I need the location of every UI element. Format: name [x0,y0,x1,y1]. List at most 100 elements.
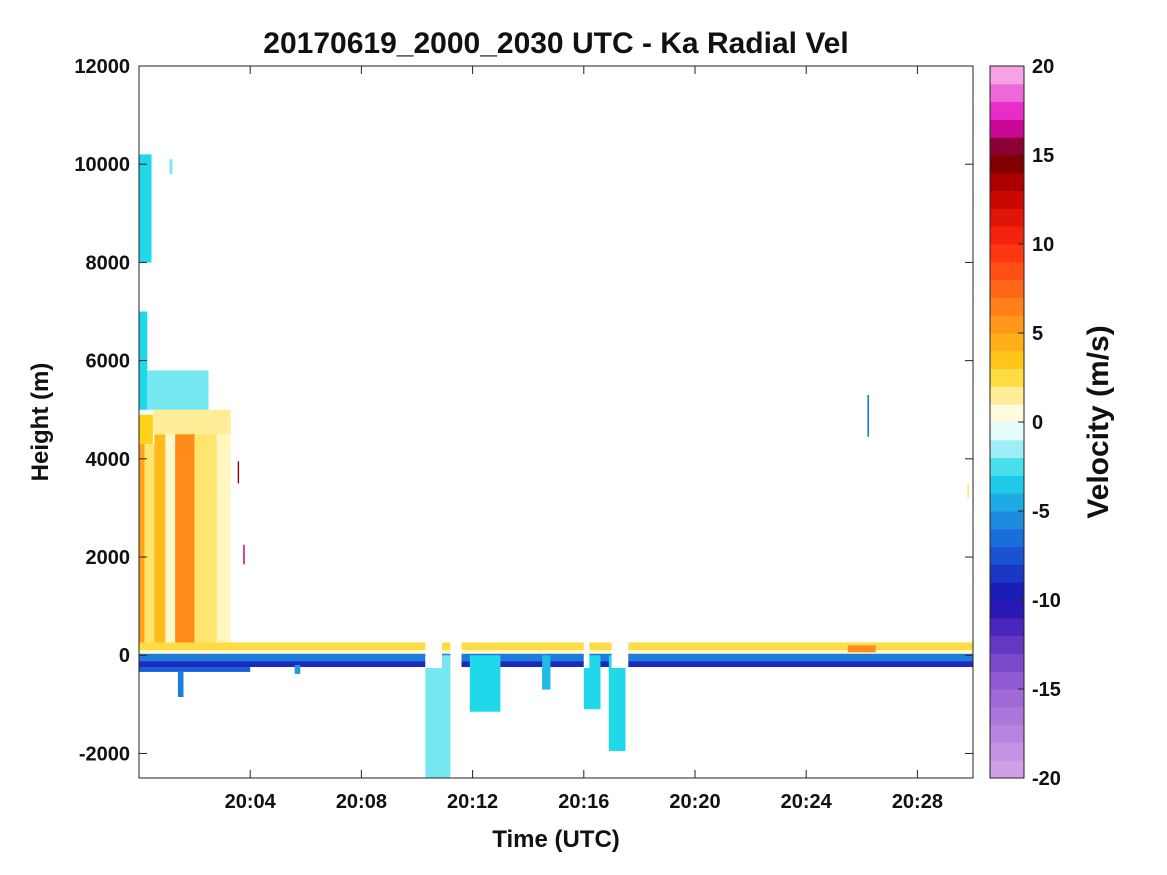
colorbar-swatch [990,564,1024,583]
x-tick-label-2: 20:12 [447,791,498,813]
data-gap-2 [583,642,590,669]
velocity-cell-20 [177,671,184,697]
velocity-cell-2 [139,653,973,662]
x-tick-label-4: 20:20 [669,791,720,813]
velocity-cell-15 [147,370,209,410]
colorbar-tick-label-4: 0 [1032,412,1043,434]
colorbar-swatch [990,511,1024,530]
y-tick-label-0: 12000 [74,56,130,78]
colorbar-swatch [990,297,1024,316]
colorbar-tick-label-8: -20 [1032,768,1061,790]
colorbar-swatch [990,635,1024,654]
data-gap-0 [425,642,443,669]
velocity-cell-29 [967,483,969,499]
x-tick-label-6: 20:28 [892,791,943,813]
plot-area: 20:04 20:08 20:12 20:16 20:20 20:24 20:28 1200… [74,56,974,813]
colorbar-swatch [990,582,1024,601]
colorbar-swatch [990,261,1024,281]
data-gap-1 [450,642,462,669]
velocity-cell-11 [194,414,217,643]
y-tick-label-6: 0 [119,645,130,667]
x-axis-label: Time (UTC) [492,826,620,853]
colorbar-label: Velocity (m/s) [1082,325,1115,518]
colorbar-swatch [990,760,1024,779]
velocity-cell-13 [152,409,231,435]
colorbar-swatch [990,119,1024,138]
colorbar-tick-label-7: -15 [1032,679,1061,701]
velocity-cell-27 [867,394,870,437]
velocity-cell-3 [139,661,973,668]
colorbar-swatch [990,528,1024,548]
colorbar-swatch [990,404,1024,423]
velocity-cell-8 [154,434,166,643]
colorbar-swatch [990,671,1024,690]
colorbar-swatch [990,422,1024,441]
y-tick-label-4: 4000 [86,449,131,471]
velocity-cell-22 [425,655,451,778]
velocity-cell-16 [139,154,152,263]
data-gap-3 [611,642,629,669]
y-axis-ticks: 12000 10000 8000 6000 4000 2000 0 -2000 [74,56,973,765]
colorbar-swatch [990,617,1024,637]
colorbar-swatch [990,190,1024,209]
y-tick-label-7: -2000 [79,743,130,765]
colorbar-swatch [990,457,1024,476]
velocity-cell-28 [847,645,876,653]
velocity-cell-17 [169,159,173,175]
colorbar-swatch [990,172,1024,192]
colorbar-swatch [990,653,1024,672]
colorbar-swatch [990,83,1024,103]
velocity-cell-9 [165,434,176,643]
plot-background [139,66,973,778]
colorbar-swatch [990,724,1024,743]
velocity-cell-6 [139,444,145,643]
velocity-cell-5 [139,414,153,445]
velocity-cell-1 [139,650,973,654]
velocity-cell-25 [583,655,601,710]
colorbar-swatch [990,66,1024,85]
velocity-cell-26 [608,655,626,751]
colorbar-swatch [990,386,1024,405]
x-tick-label-0: 20:04 [225,791,277,813]
x-tick-label-3: 20:16 [558,791,609,813]
colorbar-swatch [990,600,1024,619]
chart-title: 20170619_2000_2030 UTC - Ka Radial Vel [263,27,848,60]
velocity-cell-0 [139,642,973,651]
colorbar-swatch [990,439,1024,459]
colorbar-swatch [990,493,1024,512]
colorbar-swatch [990,368,1024,387]
velocity-cell-23 [469,655,501,712]
colorbar-swatch [990,333,1024,352]
velocity-cell-18 [237,461,240,484]
colorbar-swatch [990,226,1024,245]
velocity-cell-4 [139,667,251,672]
velocity-cell-12 [216,419,231,643]
x-tick-label-1: 20:08 [336,791,387,813]
colorbar-swatch [990,155,1024,174]
colorbar-swatch [990,208,1024,227]
velocity-cell-21 [294,665,301,674]
velocity-cell-19 [243,544,245,565]
colorbar: 20 15 10 5 0 -5 -10 -15 -20 [989,56,1061,790]
colorbar-tick-label-1: 15 [1032,145,1054,167]
velocity-cell-7 [144,444,155,643]
colorbar-swatch [990,350,1024,370]
colorbar-tick-label-3: 5 [1032,323,1043,345]
y-tick-label-1: 10000 [74,154,130,176]
colorbar-swatch [990,244,1024,263]
colorbar-swatch [990,101,1024,120]
colorbar-tick-label-0: 20 [1032,56,1054,78]
colorbar-swatches [990,66,1024,779]
x-tick-label-5: 20:24 [781,791,833,813]
colorbar-tick-label-6: -10 [1032,590,1061,612]
colorbar-swatch [990,315,1024,334]
colorbar-ticks: 20 15 10 5 0 -5 -10 -15 -20 [1018,56,1061,790]
colorbar-tick-label-5: -5 [1032,501,1050,523]
colorbar-swatch [990,279,1024,298]
colorbar-swatch [990,689,1024,708]
y-tick-label-3: 6000 [86,351,131,373]
velocity-cell-24 [542,655,551,690]
y-tick-label-5: 2000 [86,547,131,569]
y-axis-label: Height (m) [27,363,54,482]
